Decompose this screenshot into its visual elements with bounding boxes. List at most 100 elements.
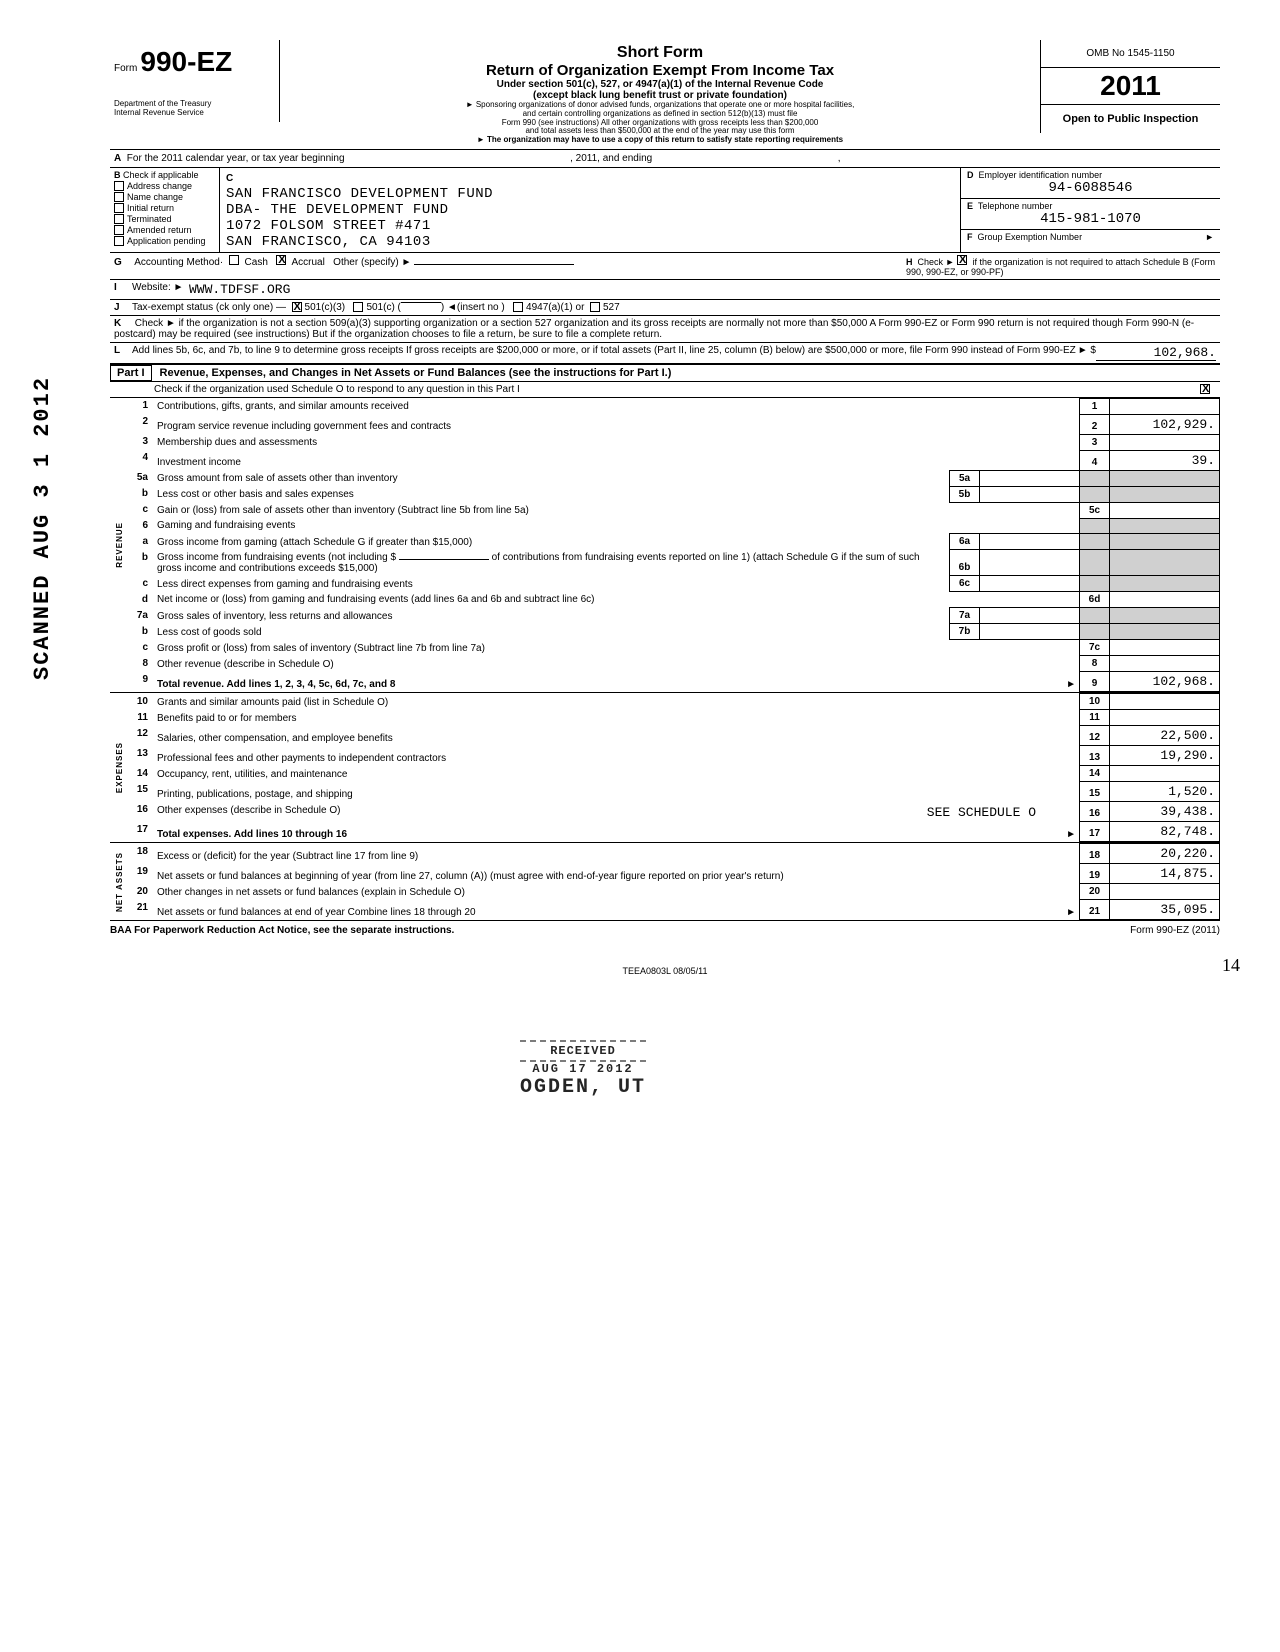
f-label: Group Exemption Number (978, 232, 1083, 242)
box-f: F Group Exemption Number ► (961, 230, 1220, 244)
l16-box: 16 (1080, 802, 1110, 822)
row-16: 16 Other expenses (describe in Schedule … (128, 802, 1220, 822)
l5a-num: 5a (128, 470, 154, 486)
chk-amended[interactable] (114, 225, 124, 235)
tax-year: 2011 (1041, 68, 1220, 105)
l6b-shade2 (1110, 550, 1220, 576)
row-6c: c Less direct expenses from gaming and f… (128, 576, 1220, 592)
row-4: 4 Investment income 4 39. (128, 450, 1220, 470)
l6c-val (980, 576, 1080, 592)
l6b-d1: Gross income from fundraising events (no… (157, 552, 396, 563)
l9-box: 9 (1080, 672, 1110, 692)
l7b-shade1 (1080, 624, 1110, 640)
h-lead: H (906, 257, 913, 267)
l2-desc: Program service revenue including govern… (154, 414, 1080, 434)
l16-num: 16 (128, 802, 154, 822)
netassets-label-text: NET ASSETS (115, 852, 124, 912)
chk-initial-return[interactable] (114, 203, 124, 213)
l3-box: 3 (1080, 434, 1110, 450)
row-7a: 7a Gross sales of inventory, less return… (128, 608, 1220, 624)
l21-arrow: ► (1066, 907, 1076, 918)
row-6a: a Gross income from gaming (attach Sched… (128, 534, 1220, 550)
g-other: Other (specify) ► (333, 257, 411, 268)
chk-h[interactable] (957, 255, 967, 265)
chk-name-change[interactable] (114, 192, 124, 202)
l8-desc: Other revenue (describe in Schedule O) (154, 656, 1080, 672)
l5c-num: c (128, 502, 154, 518)
row-7c: c Gross profit or (loss) from sales of i… (128, 640, 1220, 656)
netassets-section: NET ASSETS 18 Excess or (deficit) for th… (110, 843, 1220, 921)
l7b-shade2 (1110, 624, 1220, 640)
chk-terminated[interactable] (114, 214, 124, 224)
footer-center: TEEA0803L 08/05/11 (110, 966, 1220, 976)
g-other-blank[interactable] (414, 264, 574, 265)
org-name: SAN FRANCISCO DEVELOPMENT FUND (226, 186, 493, 202)
l14-desc: Occupancy, rent, utilities, and maintena… (154, 766, 1080, 782)
l7a-desc: Gross sales of inventory, less returns a… (154, 608, 950, 624)
l5a-desc: Gross amount from sale of assets other t… (154, 470, 950, 486)
row-10: 10 Grants and similar amounts paid (list… (128, 694, 1220, 710)
expenses-label-text: EXPENSES (115, 742, 124, 793)
stamp-date: AUG 17 2012 (520, 1062, 646, 1076)
l14-num: 14 (128, 766, 154, 782)
row-6d: d Net income or (loss) from gaming and f… (128, 592, 1220, 608)
l6b-blank[interactable] (399, 559, 489, 560)
revenue-side-label: REVENUE (110, 398, 128, 693)
chk-schedo[interactable] (1200, 384, 1210, 394)
col-c: C SAN FRANCISCO DEVELOPMENT FUND DBA- TH… (220, 168, 960, 252)
l7a-box: 7a (950, 608, 980, 624)
l13-desc: Professional fees and other payments to … (154, 746, 1080, 766)
l6c-shade2 (1110, 576, 1220, 592)
chk-527[interactable] (590, 302, 600, 312)
l6b-shade1 (1080, 550, 1110, 576)
j-insert-no[interactable] (401, 302, 441, 303)
k-lead: K (114, 318, 132, 329)
l3-num: 3 (128, 434, 154, 450)
l7c-desc: Gross profit or (loss) from sales of inv… (154, 640, 1080, 656)
chk-application-pending[interactable] (114, 236, 124, 246)
l11-desc: Benefits paid to or for members (154, 710, 1080, 726)
chk-501c[interactable] (353, 302, 363, 312)
l7b-desc: Less cost of goods sold (154, 624, 950, 640)
title-short-form: Short Form (286, 44, 1034, 62)
l19-box: 19 (1080, 864, 1110, 884)
l5b-shade2 (1110, 486, 1220, 502)
l6b-num: b (128, 550, 154, 576)
l15-val: 1,520. (1110, 782, 1220, 802)
box-e: E Telephone number 415-981-1070 (961, 199, 1220, 230)
chk-4947[interactable] (513, 302, 523, 312)
l18-desc: Excess or (deficit) for the year (Subtra… (154, 844, 1080, 864)
l-lead: L (114, 345, 132, 356)
irs-received-stamp: RECEIVED AUG 17 2012 OGDEN, UT (520, 1040, 646, 1099)
l7a-val (980, 608, 1080, 624)
l7c-num: c (128, 640, 154, 656)
right-header-cell: OMB No 1545-1150 2011 Open to Public Ins… (1040, 40, 1220, 133)
chk-cash[interactable] (229, 255, 239, 265)
opt-name-change: Name change (127, 192, 183, 202)
l7b-box: 7b (950, 624, 980, 640)
line-g-h: G Accounting Method· Cash Accrual Other … (110, 253, 1220, 280)
l2-box: 2 (1080, 414, 1110, 434)
stamp-received: RECEIVED (520, 1040, 646, 1062)
chk-501c3[interactable] (292, 302, 302, 312)
row-5b: b Less cost or other basis and sales exp… (128, 486, 1220, 502)
i-label: Website: ► (132, 282, 183, 293)
chk-accrual[interactable] (276, 255, 286, 265)
org-addr2: SAN FRANCISCO, CA 94103 (226, 234, 431, 250)
form-number-cell: Form 990-EZ Department of the Treasury I… (110, 40, 280, 122)
opt-terminated: Terminated (127, 214, 172, 224)
l-arrow: ► $ (1078, 345, 1096, 356)
row-1: 1 Contributions, gifts, grants, and simi… (128, 398, 1220, 414)
l7a-num: 7a (128, 608, 154, 624)
l3-desc: Membership dues and assessments (154, 434, 1080, 450)
chk-address-change[interactable] (114, 181, 124, 191)
l17-arrow: ► (1066, 829, 1076, 840)
form-number: 990-EZ (140, 46, 232, 77)
revenue-label-text: REVENUE (115, 522, 124, 568)
l19-desc: Net assets or fund balances at beginning… (154, 864, 1080, 884)
l1-val (1110, 398, 1220, 414)
part1-header: Part I Revenue, Expenses, and Changes in… (110, 364, 1220, 382)
l6c-num: c (128, 576, 154, 592)
l12-num: 12 (128, 726, 154, 746)
l6a-num: a (128, 534, 154, 550)
